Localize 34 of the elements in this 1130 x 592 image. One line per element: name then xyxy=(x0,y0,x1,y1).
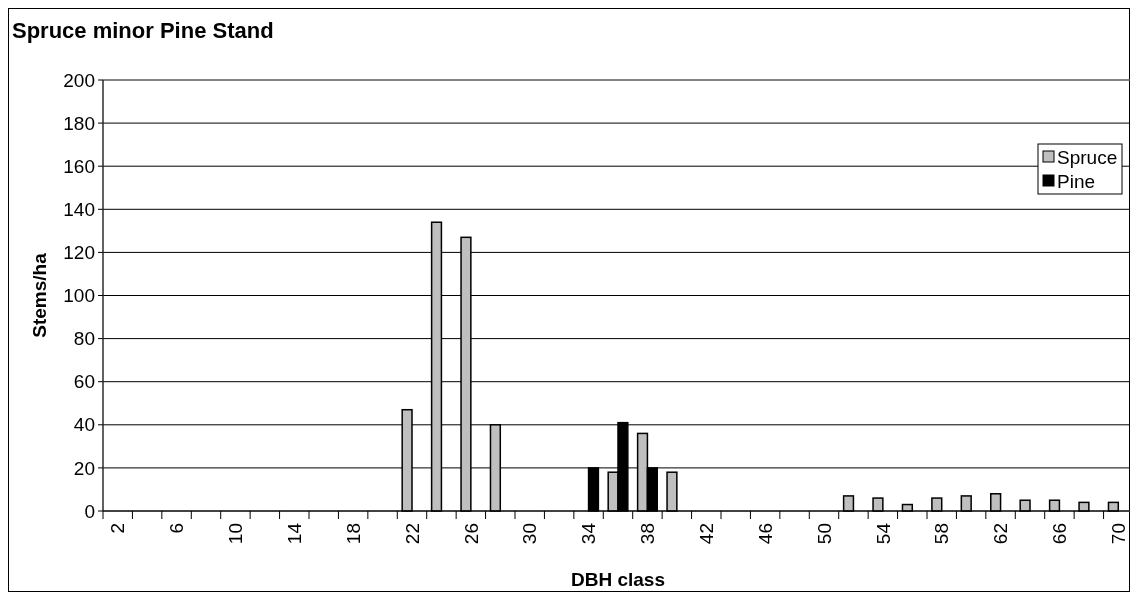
x-tick-label: 26 xyxy=(460,523,482,545)
x-tick-label: 22 xyxy=(401,523,423,545)
y-tick-label: 140 xyxy=(63,198,95,220)
x-tick-label: 10 xyxy=(225,523,247,545)
y-tick-label: 180 xyxy=(63,112,95,134)
x-tick-label: 38 xyxy=(637,523,659,545)
y-tick-label: 0 xyxy=(84,500,95,522)
y-axis-title: Stems/ha xyxy=(29,252,50,338)
legend-label: Pine xyxy=(1057,170,1096,192)
x-tick-label: 34 xyxy=(578,522,600,545)
x-tick-label: 14 xyxy=(283,522,305,545)
x-tick-label: 2 xyxy=(107,523,129,534)
y-tick-label: 100 xyxy=(63,285,95,307)
y-tick-label: 80 xyxy=(73,328,95,350)
x-tick-label: 42 xyxy=(695,523,717,545)
x-tick-label: 58 xyxy=(931,523,953,545)
y-tick-label: 60 xyxy=(73,371,95,393)
x-tick-label: 66 xyxy=(1049,523,1071,545)
x-tick-label: 18 xyxy=(342,523,364,545)
x-tick-label: 50 xyxy=(813,523,835,545)
y-tick-label: 20 xyxy=(73,457,95,479)
y-tick-label: 160 xyxy=(63,155,95,177)
y-tick-label: 200 xyxy=(63,69,95,91)
x-tick-label: 46 xyxy=(754,523,776,545)
x-tick-label: 62 xyxy=(990,523,1012,545)
x-axis-title: DBH class xyxy=(571,569,665,590)
chart-title: Spruce minor Pine Stand xyxy=(12,18,274,43)
y-tick-label: 120 xyxy=(63,242,95,264)
x-tick-label: 54 xyxy=(872,522,894,545)
y-tick-label: 40 xyxy=(73,414,95,436)
x-tick-label: 30 xyxy=(519,523,541,545)
x-tick-label: 6 xyxy=(166,523,188,534)
x-tick-label: 70 xyxy=(1107,523,1129,545)
legend-label: Spruce xyxy=(1057,146,1118,168)
